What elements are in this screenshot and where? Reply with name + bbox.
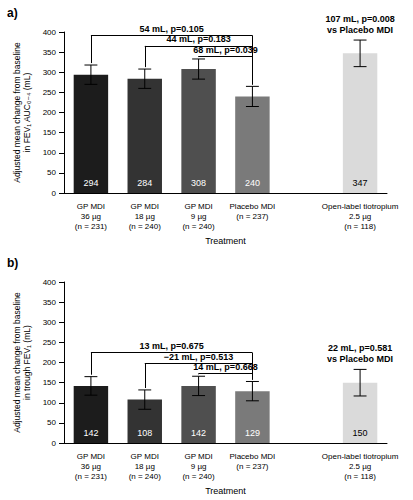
svg-text:Placebo MDI: Placebo MDI	[230, 202, 276, 211]
svg-text:(n = 240): (n = 240)	[129, 222, 162, 231]
svg-text:in FEV₁ AUC₀₋₄ (mL): in FEV₁ AUC₀₋₄ (mL)	[22, 73, 32, 153]
svg-text:150: 150	[43, 378, 57, 387]
svg-text:Open-label tiotropium: Open-label tiotropium	[322, 452, 399, 461]
svg-text:in trough FEV₁ (mL): in trough FEV₁ (mL)	[22, 325, 32, 400]
svg-text:Treatment: Treatment	[205, 236, 246, 246]
svg-text:44 mL, p=0.183: 44 mL, p=0.183	[166, 34, 230, 44]
svg-text:300: 300	[43, 318, 57, 327]
svg-text:9 µg: 9 µg	[191, 212, 207, 221]
svg-text:0: 0	[52, 189, 57, 198]
svg-text:0: 0	[52, 439, 57, 448]
svg-text:129: 129	[245, 428, 260, 438]
svg-text:b): b)	[7, 256, 18, 270]
svg-text:2.5 µg: 2.5 µg	[349, 462, 371, 471]
svg-text:14 mL, p=0.668: 14 mL, p=0.668	[193, 362, 257, 372]
svg-text:(n = 240): (n = 240)	[129, 472, 162, 481]
svg-text:a): a)	[7, 6, 18, 20]
svg-text:vs Placebo MDI: vs Placebo MDI	[327, 354, 393, 364]
svg-text:350: 350	[43, 48, 57, 57]
svg-text:GP MDI: GP MDI	[184, 202, 212, 211]
svg-text:250: 250	[43, 338, 57, 347]
svg-text:18 µg: 18 µg	[135, 212, 155, 221]
svg-text:200: 200	[43, 358, 57, 367]
svg-text:(n = 118): (n = 118)	[344, 222, 376, 231]
svg-text:50: 50	[47, 168, 56, 177]
svg-text:(n = 240): (n = 240)	[182, 222, 215, 231]
svg-text:54 mL, p=0.105: 54 mL, p=0.105	[140, 24, 204, 34]
svg-text:284: 284	[137, 178, 152, 188]
svg-text:−21 mL, p=0.513: −21 mL, p=0.513	[164, 352, 234, 362]
svg-text:108: 108	[137, 428, 152, 438]
svg-text:(n = 240): (n = 240)	[182, 472, 215, 481]
svg-text:22 mL, p=0.581: 22 mL, p=0.581	[328, 343, 392, 353]
svg-text:GP MDI: GP MDI	[77, 452, 105, 461]
svg-text:(n = 237): (n = 237)	[236, 462, 269, 471]
svg-text:9 µg: 9 µg	[191, 462, 207, 471]
svg-text:GP MDI: GP MDI	[131, 452, 159, 461]
svg-text:GP MDI: GP MDI	[184, 452, 212, 461]
svg-text:308: 308	[191, 178, 206, 188]
svg-text:36 µg: 36 µg	[81, 212, 101, 221]
svg-text:300: 300	[43, 68, 57, 77]
svg-text:150: 150	[353, 428, 368, 438]
svg-text:107 mL, p=0.008: 107 mL, p=0.008	[325, 14, 394, 24]
svg-text:GP MDI: GP MDI	[77, 202, 105, 211]
svg-text:Placebo MDI: Placebo MDI	[230, 452, 276, 461]
svg-text:100: 100	[43, 398, 57, 407]
svg-text:142: 142	[191, 428, 206, 438]
svg-text:Adjusted mean change from base: Adjusted mean change from baseline	[12, 42, 22, 183]
svg-text:50: 50	[47, 418, 56, 427]
svg-text:18 µg: 18 µg	[135, 462, 155, 471]
svg-text:100: 100	[43, 148, 57, 157]
svg-text:400: 400	[43, 278, 57, 287]
svg-text:200: 200	[43, 108, 57, 117]
svg-text:142: 142	[83, 428, 98, 438]
svg-text:Adjusted mean change from base: Adjusted mean change from baseline	[12, 292, 22, 433]
svg-text:347: 347	[353, 178, 368, 188]
svg-text:vs Placebo MDI: vs Placebo MDI	[327, 25, 393, 35]
svg-text:400: 400	[43, 28, 57, 37]
svg-text:68 mL, p=0.039: 68 mL, p=0.039	[193, 45, 257, 55]
svg-text:GP MDI: GP MDI	[131, 202, 159, 211]
svg-text:Open-label tiotropium: Open-label tiotropium	[322, 202, 399, 211]
svg-text:240: 240	[245, 178, 260, 188]
svg-text:294: 294	[83, 178, 98, 188]
svg-text:150: 150	[43, 128, 57, 137]
svg-text:13 mL, p=0.675: 13 mL, p=0.675	[140, 341, 204, 351]
svg-text:2.5 µg: 2.5 µg	[349, 212, 371, 221]
svg-text:36 µg: 36 µg	[81, 462, 101, 471]
svg-text:Treatment: Treatment	[205, 486, 246, 496]
svg-text:(n = 231): (n = 231)	[75, 222, 108, 231]
svg-text:(n = 231): (n = 231)	[75, 472, 108, 481]
svg-text:(n = 237): (n = 237)	[236, 212, 269, 221]
svg-text:(n = 118): (n = 118)	[344, 472, 376, 481]
svg-text:250: 250	[43, 88, 57, 97]
svg-text:350: 350	[43, 298, 57, 307]
